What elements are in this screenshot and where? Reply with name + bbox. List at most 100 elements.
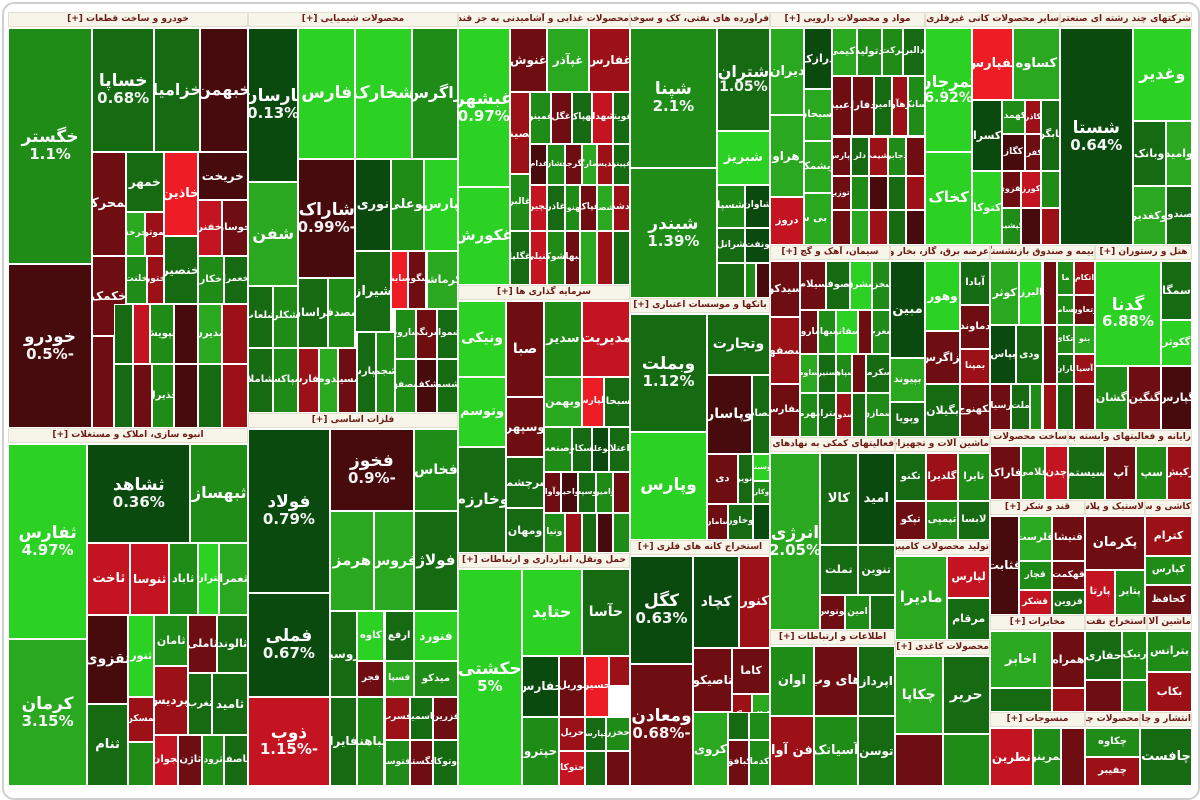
- stock-tile[interactable]: ثنام: [87, 703, 128, 786]
- stock-tile[interactable]: کترام: [1145, 516, 1192, 556]
- stock-tile[interactable]: خپویش: [149, 304, 174, 364]
- stock-tile[interactable]: سخزر: [872, 261, 890, 311]
- sector-header[interactable]: سیمان، آهک و گچ [+]: [770, 245, 890, 260]
- stock-tile[interactable]: آسیاتک: [813, 716, 858, 786]
- sector-header[interactable]: محصولات چوبی [+]: [1085, 712, 1140, 727]
- sector-header[interactable]: قند و شکر [+]: [990, 500, 1085, 515]
- stock-tile[interactable]: [1041, 208, 1060, 245]
- stock-tile[interactable]: [857, 310, 872, 355]
- sector-header[interactable]: فلزات اساسی [+]: [248, 413, 458, 428]
- stock-tile[interactable]: قهکمت: [1051, 560, 1085, 591]
- stock-tile[interactable]: قثابت: [990, 516, 1019, 615]
- stock-tile[interactable]: دیران: [770, 28, 805, 115]
- stock-tile[interactable]: بهپاک: [571, 92, 593, 144]
- stock-tile[interactable]: [749, 712, 770, 740]
- stock-tile[interactable]: ثالوند: [216, 615, 248, 674]
- stock-tile[interactable]: [756, 262, 770, 298]
- stock-tile[interactable]: وسینا: [753, 454, 770, 482]
- stock-tile[interactable]: وپارس: [630, 431, 707, 540]
- stock-tile[interactable]: ونیکی: [458, 301, 507, 377]
- sector-header[interactable]: تولید محصولات کامپیوتری، الکترونیکی و نو…: [895, 540, 990, 555]
- stock-tile[interactable]: ثعمرا: [219, 543, 248, 615]
- stock-tile[interactable]: [716, 262, 745, 298]
- stock-tile[interactable]: ومعادن -0.68%: [630, 664, 693, 786]
- stock-tile[interactable]: [753, 503, 770, 540]
- stock-tile[interactable]: تکنو: [895, 453, 927, 501]
- stock-tile[interactable]: کابگن: [1041, 99, 1060, 172]
- stock-tile[interactable]: کمرجان6.92%: [925, 28, 973, 152]
- stock-tile[interactable]: امید: [857, 453, 895, 546]
- stock-tile[interactable]: شخارک: [355, 28, 412, 159]
- stock-tile[interactable]: کرمان 3.15%: [8, 638, 88, 786]
- stock-tile[interactable]: ختور: [147, 256, 164, 304]
- sector-header[interactable]: خودرو و ساخت قطعات [+]: [8, 12, 248, 27]
- stock-tile[interactable]: ثقزوی: [87, 615, 128, 704]
- stock-tile[interactable]: [1042, 261, 1058, 326]
- stock-tile[interactable]: غشان: [547, 143, 565, 185]
- stock-tile[interactable]: انرژی 2.05%: [770, 453, 820, 630]
- stock-tile[interactable]: غپینو: [612, 143, 630, 185]
- stock-tile[interactable]: حپترو: [521, 716, 560, 786]
- stock-tile[interactable]: وبهمن: [544, 376, 582, 427]
- stock-tile[interactable]: باران: [1057, 353, 1074, 385]
- stock-tile[interactable]: ثامان: [154, 615, 188, 667]
- stock-tile[interactable]: وسبحان: [604, 376, 630, 427]
- stock-tile[interactable]: ثاژن: [178, 734, 203, 786]
- stock-tile[interactable]: [612, 231, 630, 285]
- stock-tile[interactable]: سپاها: [836, 354, 852, 393]
- sector-header[interactable]: بیمه و صندوق بازنشستگی به جز تامین اجتما…: [990, 245, 1095, 260]
- stock-tile[interactable]: بوعلی: [390, 158, 425, 252]
- stock-tile[interactable]: صبا: [506, 301, 544, 397]
- stock-tile[interactable]: اتکام: [1074, 261, 1095, 295]
- stock-tile[interactable]: کاما: [732, 648, 770, 694]
- stock-tile[interactable]: کچاد: [693, 556, 740, 648]
- stock-tile[interactable]: فنورد: [413, 611, 458, 662]
- stock-tile[interactable]: مبین: [890, 261, 925, 358]
- stock-tile[interactable]: [906, 136, 925, 176]
- stock-tile[interactable]: ثنور: [128, 615, 155, 698]
- stock-tile[interactable]: شاوان: [744, 184, 770, 228]
- stock-tile[interactable]: فلامی: [1021, 446, 1045, 500]
- stock-tile[interactable]: غچین: [530, 184, 548, 232]
- stock-tile[interactable]: کحافظ: [1145, 585, 1192, 615]
- stock-tile[interactable]: شپنا 2.1%: [630, 28, 717, 169]
- stock-tile[interactable]: فروس: [374, 511, 414, 612]
- stock-tile[interactable]: دکیمی: [832, 28, 857, 76]
- stock-tile[interactable]: سکرما: [866, 354, 890, 393]
- sector-header[interactable]: فرآورده های نفتی، کک و سوخت هسته ای [+]: [630, 12, 770, 27]
- stock-tile[interactable]: وپویا: [890, 401, 925, 437]
- stock-tile[interactable]: [612, 512, 630, 553]
- stock-tile[interactable]: لپارس: [947, 556, 990, 598]
- stock-tile[interactable]: غشهداب: [592, 92, 613, 144]
- stock-tile[interactable]: دتولید: [856, 28, 882, 76]
- stock-tile[interactable]: بزاگرس: [925, 331, 960, 385]
- stock-tile[interactable]: سپ: [1136, 446, 1168, 500]
- stock-tile[interactable]: تپکو: [895, 500, 927, 540]
- stock-tile[interactable]: شصفها: [395, 359, 416, 413]
- stock-tile[interactable]: اوان: [770, 646, 814, 716]
- stock-tile[interactable]: اتکای: [1057, 325, 1074, 354]
- stock-tile[interactable]: ولپارس: [581, 376, 605, 427]
- stock-tile[interactable]: دتوزیع: [832, 175, 851, 211]
- stock-tile[interactable]: فگستر: [409, 739, 433, 786]
- stock-tile[interactable]: لوتوس: [820, 594, 845, 630]
- stock-tile[interactable]: فولاد 0.79%: [248, 429, 330, 594]
- sector-header[interactable]: استخراج کانه های فلزی [+]: [630, 540, 770, 555]
- stock-tile[interactable]: نوری: [355, 158, 391, 252]
- stock-tile[interactable]: کورز: [1020, 171, 1042, 209]
- stock-tile[interactable]: حریل: [559, 716, 586, 752]
- stock-tile[interactable]: ومهان: [506, 507, 544, 553]
- stock-tile[interactable]: اعتلا: [609, 427, 630, 473]
- stock-tile[interactable]: سیستم: [1068, 446, 1106, 500]
- stock-tile[interactable]: چافست: [1140, 728, 1192, 786]
- stock-tile[interactable]: خفنر: [197, 200, 222, 256]
- stock-tile[interactable]: دامین: [873, 75, 893, 137]
- stock-tile[interactable]: پارتا: [1085, 570, 1115, 615]
- stock-tile[interactable]: وامید: [1165, 121, 1192, 187]
- stock-tile[interactable]: [1061, 728, 1085, 786]
- stock-tile[interactable]: خکار: [197, 256, 224, 304]
- stock-tile[interactable]: دماوند: [960, 305, 990, 349]
- sector-header[interactable]: انبوه سازی، املاک و مستغلات [+]: [8, 428, 248, 443]
- stock-tile[interactable]: خبهمن: [200, 28, 248, 152]
